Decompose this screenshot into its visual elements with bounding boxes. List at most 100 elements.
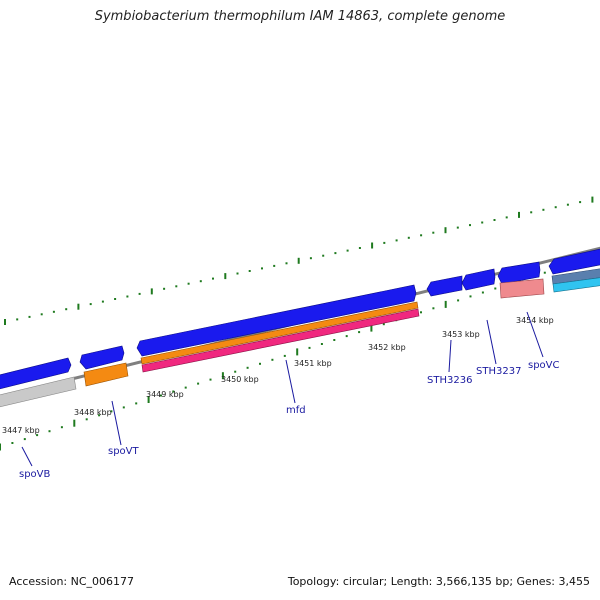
track-dot bbox=[383, 241, 386, 244]
track-dot bbox=[199, 280, 202, 283]
track-dot bbox=[138, 292, 141, 295]
track-dot bbox=[48, 430, 51, 433]
track-dot bbox=[283, 354, 286, 357]
track-dot bbox=[184, 386, 187, 389]
gene-arrow-STH3237[interactable] bbox=[461, 268, 496, 291]
scale-tick-label: 3454 kbp bbox=[516, 316, 554, 325]
track-dot bbox=[579, 201, 582, 204]
feature-bar-mfd-pink[interactable] bbox=[141, 308, 420, 373]
track-dot bbox=[530, 211, 533, 214]
track-dot bbox=[322, 254, 325, 257]
track-dot bbox=[345, 335, 348, 338]
map-title: Symbiobacterium thermophilum IAM 14863, … bbox=[94, 9, 506, 24]
track-dot bbox=[407, 236, 410, 239]
track-dot bbox=[494, 287, 497, 290]
track-dot bbox=[346, 249, 349, 252]
track-dash bbox=[224, 273, 227, 280]
feature-bar-next-grey[interactable] bbox=[551, 268, 600, 285]
track-dot bbox=[273, 264, 276, 267]
track-dot bbox=[65, 308, 68, 311]
feature-bar-spoVB[interactable] bbox=[0, 376, 77, 408]
track-dot bbox=[163, 287, 166, 290]
scale-tick-label: 3452 kbp bbox=[368, 343, 406, 352]
genome-summary-text: Topology: circular; Length: 3,566,135 bp… bbox=[287, 575, 590, 588]
track-dot bbox=[236, 272, 239, 275]
track-dash bbox=[370, 324, 373, 332]
gene-arrow-spoVC[interactable] bbox=[497, 261, 541, 285]
feature-bar-spoVC[interactable] bbox=[499, 278, 545, 299]
leader-line-spoVC bbox=[526, 311, 544, 358]
track-dot bbox=[11, 442, 14, 444]
track-dot bbox=[23, 438, 26, 441]
track-dash bbox=[371, 242, 374, 249]
accession-text: Accession: NC_006177 bbox=[9, 575, 135, 588]
track-dot bbox=[271, 358, 274, 361]
track-dash bbox=[73, 419, 76, 427]
gene-label-spoVT[interactable]: spoVT bbox=[108, 446, 140, 457]
track-dot bbox=[309, 257, 312, 260]
track-dot bbox=[432, 307, 435, 310]
track-dot bbox=[114, 298, 117, 300]
feature-bar-spoVT[interactable] bbox=[83, 362, 129, 387]
track-dot bbox=[52, 310, 55, 313]
track-dot bbox=[187, 282, 190, 285]
gene-arrow-spoVB[interactable] bbox=[0, 357, 72, 390]
track-dot bbox=[308, 346, 311, 349]
track-dot bbox=[505, 216, 508, 219]
scale-tick-label: 3449 kbp bbox=[146, 390, 184, 399]
gene-arrow-mfd[interactable] bbox=[136, 284, 417, 357]
track-dot bbox=[98, 414, 101, 417]
track-dot bbox=[432, 231, 435, 234]
gene-arrow-next[interactable] bbox=[548, 248, 600, 275]
track-dot bbox=[543, 271, 546, 274]
track-dot bbox=[469, 295, 472, 298]
gc-dots-layer bbox=[0, 196, 596, 451]
gene-arrow-STH3236[interactable] bbox=[426, 275, 463, 297]
gene-label-spoVB[interactable]: spoVB bbox=[19, 469, 51, 480]
track-dot bbox=[457, 299, 460, 302]
feature-bar-next-cyan[interactable] bbox=[552, 277, 600, 293]
track-dot bbox=[197, 382, 200, 385]
track-dot bbox=[358, 247, 361, 249]
track-dot bbox=[334, 252, 337, 255]
track-dot bbox=[566, 203, 569, 206]
track-dash bbox=[77, 303, 80, 310]
track-dot bbox=[248, 270, 251, 272]
gene-label-STH3237[interactable]: STH3237 bbox=[476, 366, 521, 377]
track-dot bbox=[420, 234, 423, 237]
track-dot bbox=[110, 410, 113, 413]
track-dot bbox=[420, 311, 422, 314]
leader-line-STH3237 bbox=[486, 319, 497, 365]
scale-tick-label: 3453 kbp bbox=[442, 330, 480, 339]
track-dot bbox=[89, 303, 92, 306]
track-dot bbox=[209, 378, 212, 381]
track-dash bbox=[518, 211, 520, 218]
track-dot bbox=[28, 315, 31, 318]
track-dot bbox=[481, 221, 484, 224]
track-dot bbox=[493, 219, 496, 221]
track-dot bbox=[175, 285, 178, 288]
track-dot bbox=[481, 291, 484, 294]
scale-tick-label: 3450 kbp bbox=[221, 375, 259, 384]
gene-arrow-spoVT[interactable] bbox=[79, 345, 125, 370]
track-dot bbox=[212, 277, 214, 280]
gene-label-STH3236[interactable]: STH3236 bbox=[427, 375, 472, 386]
scale-tick-label: 3448 kbp bbox=[74, 408, 112, 417]
track-dash bbox=[150, 288, 153, 295]
track-dash bbox=[591, 196, 594, 203]
leader-line-mfd bbox=[285, 359, 296, 404]
leader-line-spoVT bbox=[111, 400, 122, 446]
scale-tick-label: 3451 kbp bbox=[294, 359, 332, 368]
gene-label-spoVC[interactable]: spoVC bbox=[528, 360, 560, 371]
track-dot bbox=[469, 224, 471, 227]
gene-label-mfd[interactable]: mfd bbox=[286, 405, 306, 416]
track-dash bbox=[0, 443, 1, 451]
feature-bar-mfd-orange[interactable] bbox=[140, 301, 419, 365]
track-dot bbox=[122, 406, 125, 409]
track-dash bbox=[296, 348, 299, 356]
track-dot bbox=[259, 362, 261, 365]
track-dot bbox=[172, 390, 175, 393]
track-dot bbox=[542, 208, 545, 211]
track-dot bbox=[234, 370, 237, 373]
